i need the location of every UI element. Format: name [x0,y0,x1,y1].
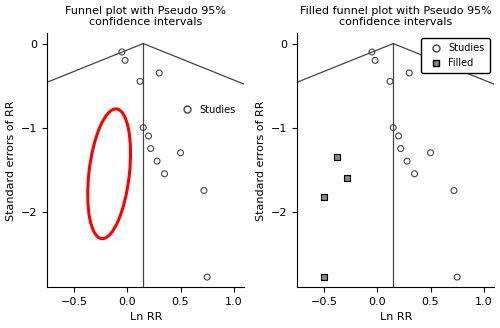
Point [450,188,458,193]
Point [410,171,418,176]
X-axis label: Ln RR: Ln RR [380,313,412,322]
Point [136,79,144,84]
Point [396,146,404,151]
Y-axis label: Standard errors of RR: Standard errors of RR [6,100,16,220]
Point [426,150,434,155]
X-axis label: Ln RR: Ln RR [130,313,162,322]
Point [160,171,168,176]
Legend: Studies: Studies [173,101,240,118]
Point [144,133,152,139]
Point [176,150,184,155]
Point [121,58,129,63]
Point [344,175,351,181]
Point [394,133,402,139]
Point [153,158,161,164]
Point [405,70,413,75]
Legend: Studies, Filled: Studies, Filled [421,38,490,73]
Point [118,49,126,54]
Point [368,49,376,54]
Point [403,158,411,164]
Point [389,125,397,130]
Title: Funnel plot with Pseudo 95%
confidence intervals: Funnel plot with Pseudo 95% confidence i… [66,6,226,27]
Point [200,188,208,193]
Point [453,275,461,280]
Title: Filled funnel plot with Pseudo 95%
confidence intervals: Filled funnel plot with Pseudo 95% confi… [300,6,492,27]
Point [203,275,211,280]
Point [333,154,341,160]
Point [371,58,379,63]
Point [139,125,147,130]
Y-axis label: Standard errors of RR: Standard errors of RR [256,100,266,220]
Point [155,70,163,75]
Point [146,146,154,151]
Point [386,79,394,84]
Point [320,275,328,280]
Point [320,195,328,200]
